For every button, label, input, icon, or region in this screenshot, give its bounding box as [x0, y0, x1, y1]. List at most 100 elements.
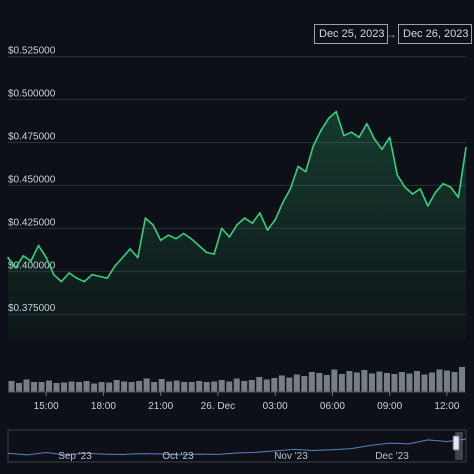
volume-bar	[353, 372, 360, 392]
volume-bar	[233, 378, 240, 392]
price-point	[449, 186, 452, 188]
volume-bar	[113, 380, 120, 392]
price-point	[350, 131, 353, 133]
y-tick-label: $0.525000	[8, 46, 56, 57]
volume-bar	[398, 372, 405, 392]
price-point	[419, 188, 422, 190]
date-range-from[interactable]: Dec 25, 2023	[314, 24, 388, 44]
navigator-label: Sep '23	[58, 451, 92, 462]
price-point	[373, 138, 376, 140]
price-point	[37, 244, 40, 247]
price-point	[198, 244, 200, 247]
volume-bar	[68, 381, 75, 392]
x-tick-label: 15:00	[34, 401, 59, 412]
price-point	[381, 148, 383, 151]
volume-bar	[338, 374, 345, 392]
price-point	[251, 222, 254, 224]
volume-bar	[301, 376, 308, 392]
volume-bar	[443, 370, 450, 392]
price-point	[22, 255, 25, 257]
volume-bar	[451, 372, 458, 392]
volume-bar	[151, 382, 158, 392]
price-point	[365, 122, 368, 125]
price-point	[114, 265, 116, 267]
volume-bar	[158, 379, 165, 392]
price-point	[144, 217, 147, 219]
price-point	[335, 110, 338, 113]
price-point	[91, 273, 93, 276]
price-point	[75, 277, 78, 279]
price-point	[205, 251, 208, 254]
price-point	[45, 256, 47, 259]
price-point	[220, 227, 223, 230]
volume-bar	[203, 382, 210, 392]
x-axis: 15:00 18:00 21:00 26. Dec 03:00 06:00 09:00 12:…	[34, 392, 460, 412]
price-point	[98, 275, 101, 278]
x-tick-label: 18:00	[91, 401, 116, 412]
x-tick-label: 21:00	[148, 401, 173, 412]
price-point	[457, 196, 460, 199]
volume-bar	[376, 371, 383, 392]
price-point	[68, 272, 70, 274]
price-point	[358, 136, 360, 139]
volume-bar	[383, 373, 390, 392]
volume-bar	[331, 369, 338, 392]
navigator[interactable]: Sep '23 Oct '23 Nov '23 Dec '23	[7, 429, 467, 463]
volume-bar	[181, 382, 188, 392]
price-point	[136, 256, 139, 259]
volume-bar	[226, 381, 233, 392]
volume-bar	[458, 367, 465, 392]
volume-bar	[31, 382, 38, 392]
volume-bar	[308, 372, 315, 392]
y-tick-label: $0.450000	[8, 174, 56, 185]
price-area	[7, 110, 467, 340]
navigator-line	[7, 438, 467, 456]
volume-bar	[286, 377, 293, 392]
price-point	[396, 174, 399, 176]
volume-bar	[391, 374, 398, 392]
volume-bar	[121, 381, 128, 392]
price-point	[312, 145, 315, 147]
price-point	[83, 280, 86, 283]
date-range-to[interactable]: Dec 26, 2023	[398, 24, 472, 44]
price-point	[30, 260, 32, 262]
volume-bar	[293, 374, 300, 392]
price-point	[411, 193, 414, 195]
x-tick-label: 26. Dec	[201, 401, 235, 412]
y-tick-label: $0.425000	[8, 217, 56, 228]
volume-bar	[278, 375, 285, 392]
x-tick-label: 06:00	[320, 401, 345, 412]
volume-bar	[218, 380, 225, 392]
volume-bar	[406, 373, 413, 392]
volume-bar	[196, 381, 203, 392]
price-point	[274, 218, 276, 221]
volume-bar	[241, 381, 248, 392]
navigator-label: Nov '23	[274, 451, 308, 462]
price-point	[60, 280, 63, 283]
volume-bar	[256, 377, 263, 392]
volume-bar	[76, 382, 83, 392]
price-point	[106, 277, 109, 279]
price-point	[320, 129, 322, 132]
price-point	[266, 229, 269, 231]
price-point	[129, 248, 131, 250]
price-point	[14, 267, 17, 269]
volume-bar	[23, 379, 30, 392]
volume-bar	[91, 383, 98, 392]
price-point	[297, 165, 299, 168]
x-tick-label: 03:00	[263, 401, 288, 412]
navigator-handle-left[interactable]	[452, 435, 460, 451]
volume-bar	[421, 374, 428, 392]
volume-bar	[83, 381, 90, 392]
price-point	[175, 237, 177, 240]
price-point	[121, 256, 124, 259]
volume-bar	[323, 375, 330, 392]
y-tick-label: $0.500000	[8, 89, 56, 100]
volume-bar	[61, 382, 68, 392]
price-point	[388, 136, 391, 139]
volume-bar	[211, 381, 218, 392]
volume-bar	[436, 369, 443, 392]
price-point	[343, 134, 345, 137]
